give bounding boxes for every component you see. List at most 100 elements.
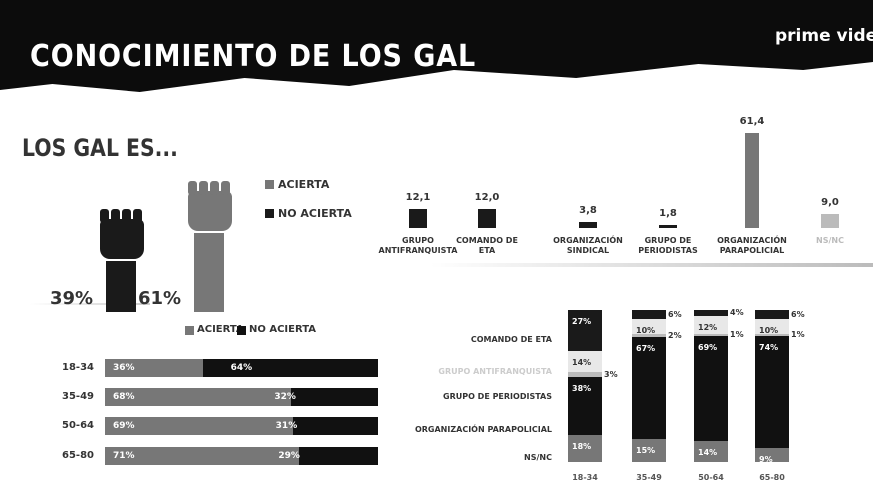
finger: [221, 180, 230, 195]
bar-segment: [694, 335, 728, 441]
value-label: 4%: [730, 308, 744, 318]
legend-label: ACIERTA: [278, 178, 330, 191]
bar-segment: [568, 310, 602, 352]
bar-segment: [568, 434, 602, 462]
value-label: 9%: [759, 455, 773, 465]
legend-label: NO ACIERTA: [249, 324, 317, 335]
value-label: 1%: [791, 330, 805, 340]
finger: [188, 180, 197, 195]
finger: [133, 209, 142, 224]
value-label: 74%: [759, 342, 779, 352]
category-label: 50-64: [698, 473, 724, 482]
bar-segment: [755, 448, 789, 462]
value-label: 71%: [113, 451, 135, 461]
fist: [188, 190, 232, 231]
bar-segment: [105, 447, 299, 465]
bar-segment: [694, 440, 728, 462]
bar-segment: [290, 388, 378, 406]
series-label: ORGANIZACIÓN PARAPOLICIAL: [414, 425, 552, 434]
bar: [745, 132, 759, 228]
value-label: 32%: [274, 392, 296, 402]
value-label: 1%: [730, 330, 744, 340]
category-label: COMANDO DE ETA: [456, 236, 518, 255]
value-label: 1,8: [659, 208, 677, 220]
legend-swatch: [265, 209, 274, 218]
category-label: 18-34: [572, 473, 598, 482]
value-label: 69%: [113, 421, 135, 431]
category-label: NS/NC: [816, 236, 844, 245]
fist-arm: [106, 261, 136, 312]
value-label: 61,4: [739, 115, 765, 127]
bar-segment: [632, 319, 666, 335]
bar-segment: [632, 337, 666, 440]
series-label: COMANDO DE ETA: [470, 335, 552, 344]
value-label: 14%: [572, 358, 592, 368]
category-label: GRUPO ANTIFRANQUISTA: [378, 236, 458, 255]
bar-segment: [755, 334, 789, 336]
category-label: ORGANIZACIÓN PARAPOLICIAL: [717, 236, 787, 255]
value-label: 2%: [668, 330, 682, 340]
category-label: 50-64: [62, 420, 94, 431]
finger: [111, 209, 120, 224]
bar-segment: [694, 334, 728, 336]
bar-segment: [755, 319, 789, 335]
value-label: 38%: [572, 383, 592, 393]
series-label: GRUPO ANTIFRANQUISTA: [438, 367, 552, 376]
legend-swatch: [185, 326, 194, 335]
value-label: 12,1: [405, 192, 431, 204]
bar-segment: [203, 359, 378, 377]
value-label: 6%: [668, 309, 682, 319]
legend-swatch: [237, 326, 246, 335]
subtitle: LOS GAL ES...: [22, 134, 178, 162]
value-label: 69%: [698, 342, 718, 352]
bar-segment: [105, 388, 291, 406]
value-label: 67%: [636, 344, 656, 354]
bar-segment: [755, 335, 789, 449]
series-label: GRUPO DE PERIODISTAS: [443, 392, 552, 401]
value-label: 68%: [113, 392, 135, 402]
finger: [122, 209, 131, 224]
bar-segment: [632, 439, 666, 462]
series-label: NS/NC: [524, 453, 552, 462]
finger: [210, 180, 219, 195]
fist-arm: [194, 232, 224, 312]
fist: [100, 219, 144, 260]
value-label: 61%: [138, 288, 182, 309]
bar: [579, 222, 597, 228]
legend-swatch: [265, 180, 274, 189]
category-label: 65-80: [759, 473, 785, 482]
bar-segment: [105, 417, 294, 435]
value-label: 27%: [572, 317, 592, 326]
bar: [478, 209, 496, 228]
value-label: 31%: [275, 421, 298, 431]
category-label: 65-80: [62, 450, 94, 461]
bar-segment: [298, 447, 378, 465]
value-label: 18%: [572, 441, 592, 451]
value-label: 6%: [791, 309, 805, 319]
value-label: 12,0: [474, 192, 500, 204]
header-title: CONOCIMIENTO DE LOS GAL: [30, 39, 477, 74]
value-label: 15%: [636, 446, 656, 456]
value-label: 14%: [698, 447, 718, 457]
value-label: 36%: [113, 363, 135, 373]
logo: prime video: [775, 26, 873, 46]
bar-segment: [568, 372, 602, 377]
value-label: 29%: [278, 451, 300, 461]
bar: [409, 209, 427, 228]
divider: [430, 263, 873, 267]
value-label: 12%: [698, 323, 718, 333]
bar-segment: [293, 417, 378, 435]
finger: [100, 209, 109, 224]
value-label: 9,0: [821, 197, 839, 209]
bar-segment: [568, 351, 602, 373]
value-label: 39%: [50, 288, 94, 309]
legend-label: NO ACIERTA: [278, 207, 352, 220]
finger: [199, 180, 208, 195]
bar-segment: [755, 310, 789, 320]
category-label: 35-49: [62, 391, 94, 402]
divider: [30, 303, 150, 305]
value-label: 64%: [230, 363, 253, 373]
legend-label: ACIERTA: [197, 324, 244, 335]
bar-segment: [632, 310, 666, 320]
